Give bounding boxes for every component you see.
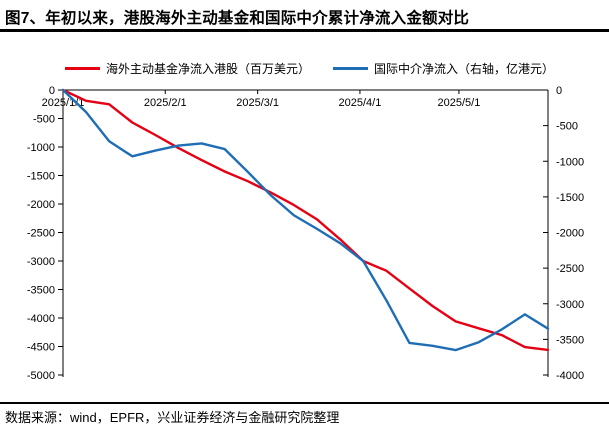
figure-title: 图7、年初以来，港股海外主动基金和国际中介累计净流入金额对比 bbox=[5, 10, 470, 27]
y-axis-left-tick-label: -2500 bbox=[27, 228, 55, 240]
y-axis-left-tick-label: -1000 bbox=[27, 142, 55, 154]
y-axis-right-tick-label: -3500 bbox=[556, 334, 584, 346]
x-axis-tick-label: 2025/5/1 bbox=[438, 97, 481, 109]
title-divider bbox=[0, 29, 609, 32]
y-axis-left-tick-label: -500 bbox=[33, 114, 55, 126]
y-axis-left-tick-label: -3500 bbox=[27, 285, 55, 297]
data-source-note: 数据来源：wind，EPFR，兴业证券经济与金融研究院整理 bbox=[5, 410, 340, 425]
y-axis-right-tick-label: -2500 bbox=[556, 263, 584, 275]
footer-divider bbox=[0, 402, 609, 404]
y-axis-left-tick-label: -4500 bbox=[27, 342, 55, 354]
x-axis-tick-label: 2025/2/1 bbox=[144, 97, 187, 109]
legend-label-overseas-active-funds: 海外主动基金净流入港股（百万美元） bbox=[106, 61, 311, 76]
x-axis-tick-label: 2025/4/1 bbox=[339, 97, 382, 109]
legend-item-overseas-active-funds: 海外主动基金净流入港股（百万美元） bbox=[65, 60, 310, 76]
x-axis-tick-label: 2025/3/1 bbox=[236, 97, 279, 109]
y-axis-right-tick-label: -500 bbox=[556, 121, 578, 133]
y-axis-right-tick-label: -3000 bbox=[556, 299, 584, 311]
chart-legend: 海外主动基金净流入港股（百万美元） 国际中介净流入（右轴，亿港元） bbox=[0, 60, 609, 76]
legend-label-intl-intermediary: 国际中介净流入（右轴，亿港元） bbox=[374, 61, 555, 76]
y-axis-left-tick-label: -4000 bbox=[27, 313, 55, 325]
y-axis-right-tick-label: -1500 bbox=[556, 192, 584, 204]
series-line-overseas-active-funds bbox=[61, 88, 550, 352]
y-axis-right-tick-label: -4000 bbox=[556, 370, 584, 382]
y-axis-left-tick-label: -2000 bbox=[27, 199, 55, 211]
y-axis-right-tick-label: -2000 bbox=[556, 228, 584, 240]
y-axis-left-tick-label: -1500 bbox=[27, 171, 55, 183]
series-line-intl-intermediary bbox=[61, 88, 550, 352]
y-axis-right-tick-label: 0 bbox=[556, 85, 562, 97]
y-axis-left-tick-label: -3000 bbox=[27, 256, 55, 268]
legend-item-intl-intermediary: 国际中介净流入（右轴，亿港元） bbox=[333, 60, 554, 76]
legend-red-line-sample bbox=[65, 66, 100, 70]
y-axis-left-tick-label: -5000 bbox=[27, 370, 55, 382]
y-axis-right-tick-label: -1000 bbox=[556, 156, 584, 168]
legend-blue-line-sample bbox=[333, 66, 368, 70]
y-axis-left-tick-label: 0 bbox=[49, 85, 55, 97]
